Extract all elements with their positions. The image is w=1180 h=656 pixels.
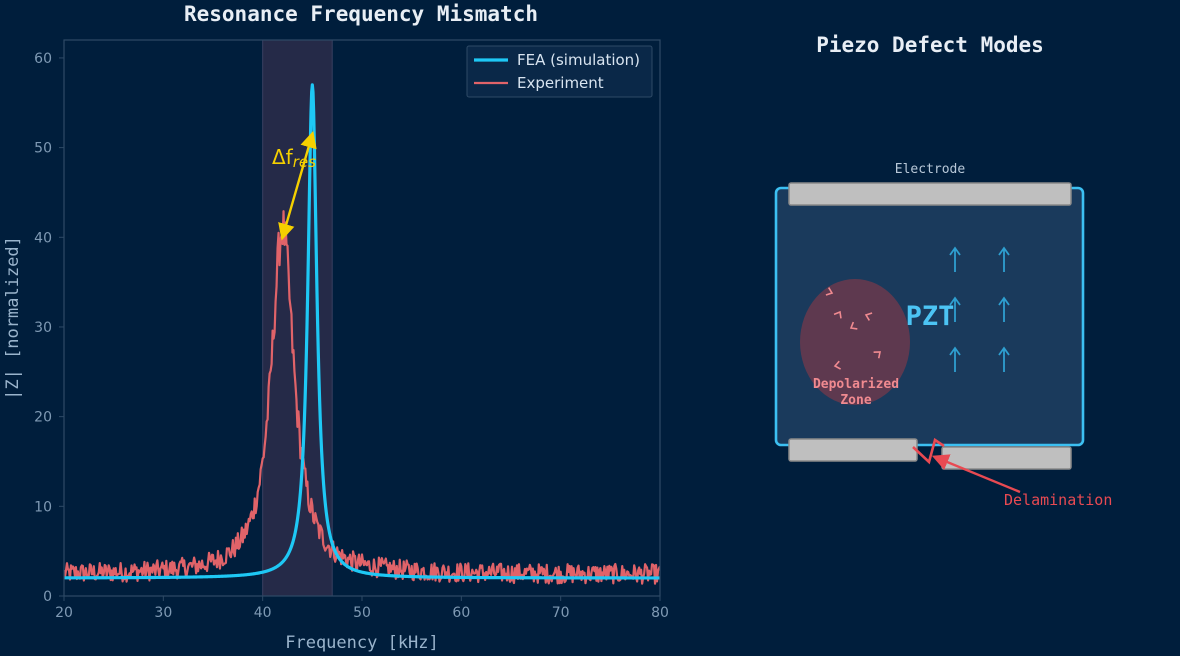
delta-f-label: Δfres [272, 145, 316, 171]
delamination-arrow [931, 454, 1021, 494]
resonance-chart: Resonance Frequency Mismatch 20 30 40 50 60 7… [3, 2, 669, 653]
polarization-arrow [949, 296, 961, 322]
legend-label-experiment: Experiment [517, 74, 604, 92]
x-tick-label: 60 [452, 605, 470, 621]
dipole-arrow [873, 351, 881, 359]
top-electrode [788, 182, 1072, 206]
y-axis-label: |Z| [normalized] [3, 236, 23, 400]
random-dipole-arrows [825, 287, 881, 370]
pzt-label: PZT [906, 301, 955, 332]
bottom-electrode-left [788, 438, 918, 462]
y-tick-label: 60 [34, 51, 52, 67]
x-axis-ticks: 20 30 40 50 60 70 80 [55, 596, 669, 621]
zone-label-line2: Zone [840, 393, 871, 408]
depolarized-zone [800, 279, 910, 405]
polarization-arrows [949, 246, 1010, 372]
polarization-arrow [998, 346, 1010, 372]
legend: FEA (simulation) Experiment [466, 45, 653, 98]
dipole-arrow [864, 312, 873, 321]
diagram-title: Piezo Defect Modes [816, 33, 1044, 57]
dipole-arrow [833, 310, 842, 319]
polarization-arrow [998, 296, 1010, 322]
dipole-arrow [825, 287, 834, 296]
zone-label-line1: Depolarized [813, 377, 899, 392]
dipole-arrow [849, 321, 858, 330]
x-tick-label: 40 [254, 605, 272, 621]
x-tick-label: 50 [353, 605, 371, 621]
delta-f-arrow [278, 130, 317, 241]
y-tick-label: 0 [43, 589, 52, 605]
y-axis-ticks: 0 10 20 30 40 50 60 [34, 51, 64, 605]
plot-area [64, 40, 660, 596]
piezo-diagram: Piezo Defect Modes Electrode PZT Depolar… [774, 33, 1112, 509]
legend-box [466, 45, 653, 98]
bottom-electrode-right [941, 446, 1072, 470]
x-tick-label: 70 [552, 605, 570, 621]
y-tick-label: 30 [34, 320, 52, 336]
x-tick-label: 80 [651, 605, 669, 621]
electrode-label: Electrode [895, 162, 966, 177]
legend-label-fea: FEA (simulation) [517, 51, 640, 69]
series-line-fea [64, 83, 660, 580]
polarization-arrow [949, 246, 961, 272]
delamination-label: Delamination [1004, 491, 1112, 509]
delamination-crack [912, 437, 945, 465]
x-tick-label: 30 [154, 605, 172, 621]
dipole-arrow [833, 360, 842, 370]
plot-frame [63, 39, 661, 597]
x-tick-label: 20 [55, 605, 73, 621]
series-line-experiment [64, 210, 660, 585]
polarization-arrow [949, 346, 961, 372]
y-tick-label: 40 [34, 230, 52, 246]
delta-f-subscript: res [293, 153, 316, 171]
y-tick-label: 20 [34, 410, 52, 426]
delta-f-main: Δf [272, 145, 294, 169]
y-tick-label: 50 [34, 141, 52, 157]
polarization-arrow [998, 246, 1010, 272]
y-tick-label: 10 [34, 499, 52, 515]
chart-title: Resonance Frequency Mismatch [184, 2, 538, 26]
x-axis-label: Frequency [kHz] [285, 633, 439, 653]
